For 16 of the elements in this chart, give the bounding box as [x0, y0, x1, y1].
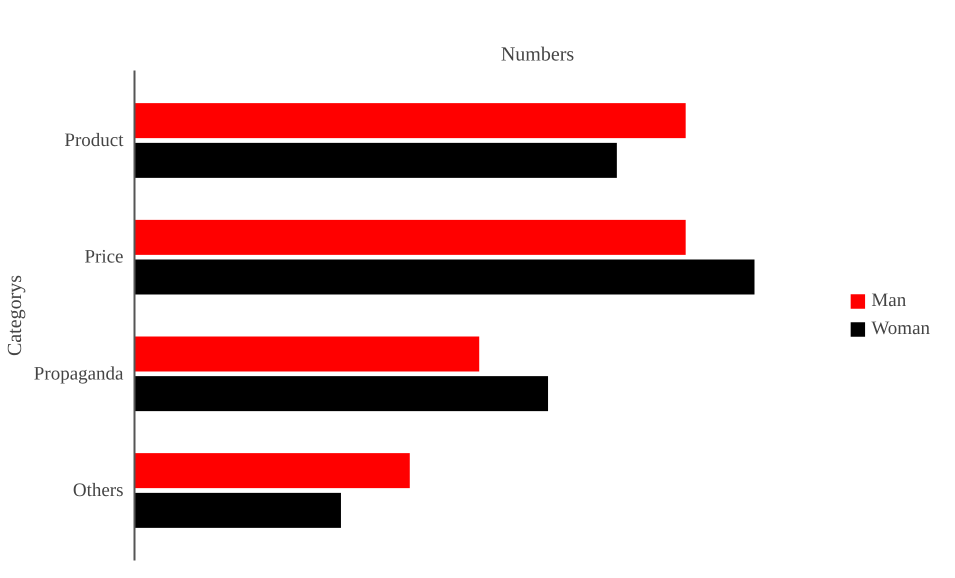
y-tick-label: Product: [64, 130, 124, 151]
bar: [134, 376, 548, 412]
x-axis-title: Numbers: [500, 44, 574, 66]
legend-label: Man: [871, 290, 906, 312]
bar: [134, 142, 617, 178]
bar: [134, 260, 754, 294]
y-tick-label: Propaganda: [34, 363, 124, 384]
y-axis-title: Categorys: [4, 274, 26, 356]
bar: [134, 220, 686, 255]
bar: [134, 492, 341, 528]
y-tick-label: Price: [84, 246, 124, 268]
bar: [134, 336, 480, 372]
bar: [134, 453, 410, 488]
legend-label: Woman: [871, 318, 930, 340]
y-tick-label: Others: [72, 480, 124, 501]
bar: [134, 103, 686, 138]
